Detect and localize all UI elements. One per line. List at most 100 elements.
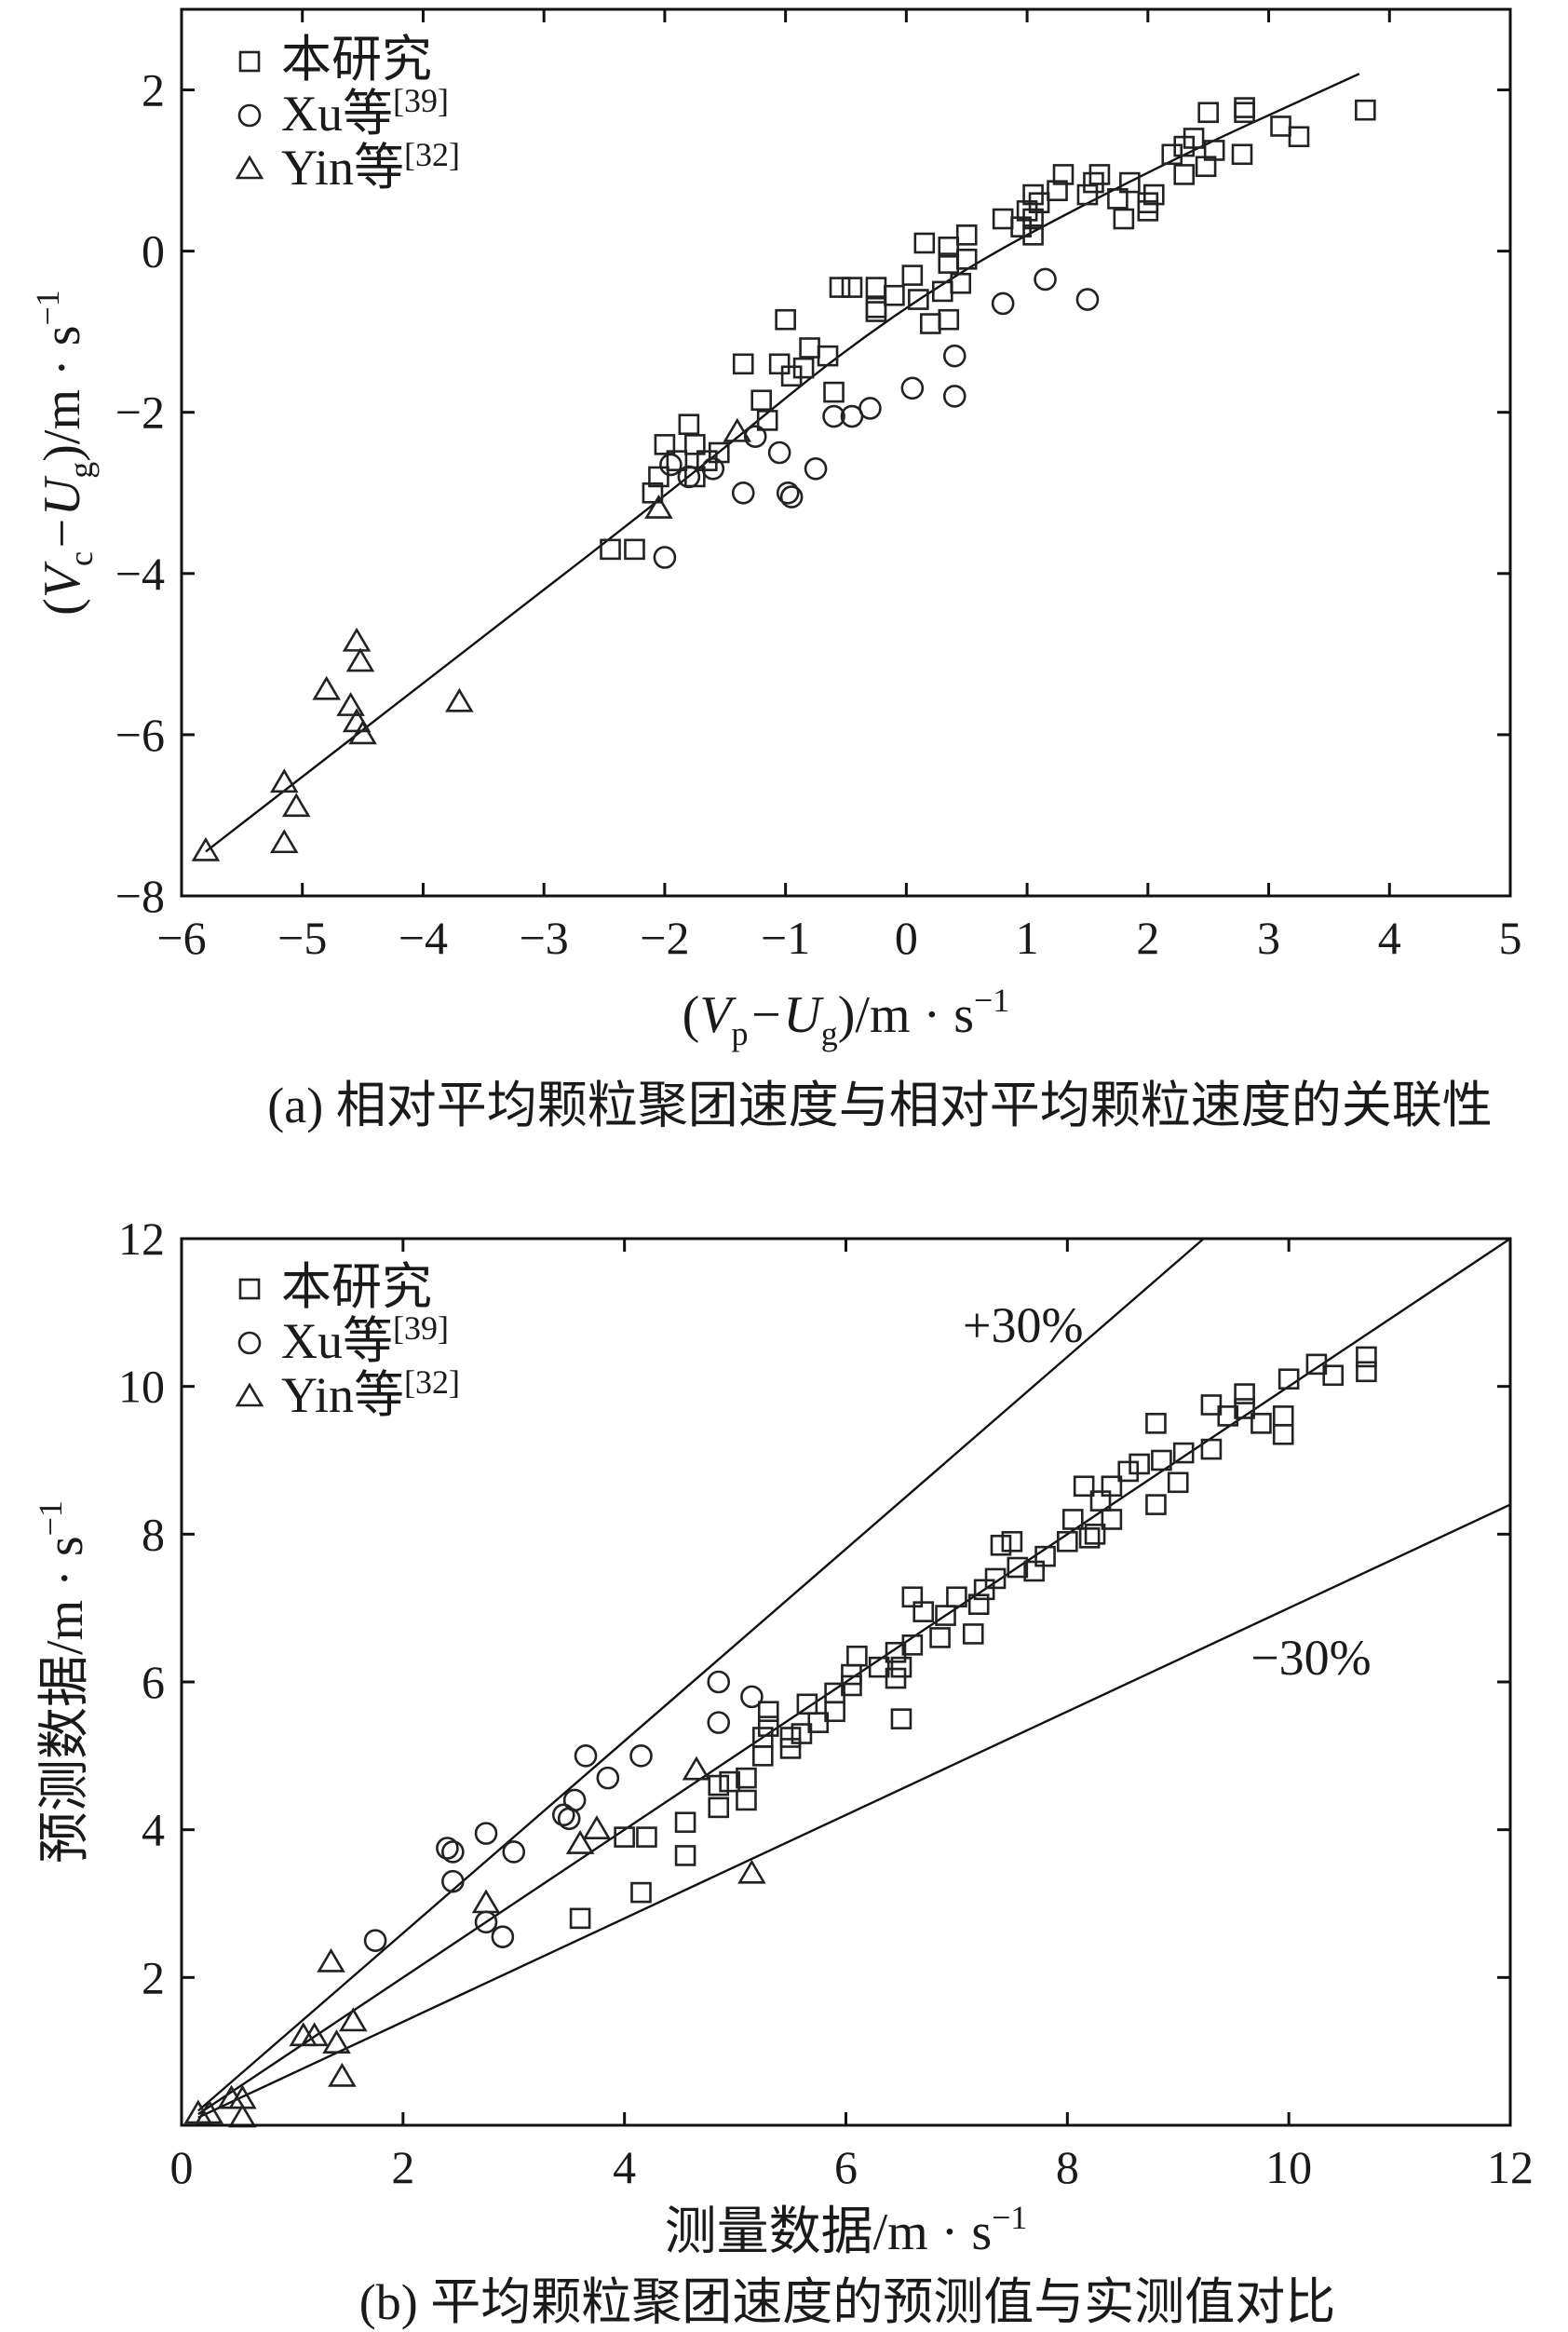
- data-point-square: [1356, 1361, 1377, 1383]
- data-point-square: [1161, 143, 1183, 166]
- data-point-square: [1107, 188, 1129, 210]
- y-label-sub2: g: [62, 462, 100, 479]
- data-point-triangle: [317, 1947, 345, 1973]
- data-point-square: [1113, 208, 1135, 230]
- data-point-square: [1197, 102, 1219, 124]
- data-point-square: [829, 277, 851, 298]
- data-point-square: [1052, 164, 1075, 185]
- legend-marker-square: [238, 50, 261, 73]
- data-point-square: [1167, 1471, 1189, 1494]
- data-point-triangle: [723, 417, 752, 442]
- y-axis-label: 预测数据/m · s−1: [32, 1500, 94, 1864]
- x-tick-label: 8: [1056, 2141, 1079, 2193]
- data-point-triangle: [737, 1859, 766, 1884]
- data-point-square: [678, 414, 700, 436]
- data-point-square: [1172, 1442, 1195, 1464]
- x-tick-label: −6: [156, 912, 206, 964]
- data-point-square: [841, 1674, 862, 1697]
- data-point-square: [865, 277, 887, 298]
- data-point-square: [1231, 143, 1253, 166]
- x-label-sub: p: [732, 1015, 749, 1052]
- y-label-sub: c: [62, 551, 100, 566]
- data-point-circle: [1034, 267, 1057, 292]
- data-point-square: [674, 1845, 696, 1866]
- data-point-square: [1088, 164, 1111, 185]
- data-point-square: [736, 1789, 757, 1811]
- x-tick-label: −2: [640, 912, 689, 964]
- data-point-square: [642, 481, 664, 504]
- x-label-sup: −1: [992, 2199, 1027, 2236]
- data-point-circle: [840, 404, 864, 428]
- x-label-open: (: [683, 986, 700, 1044]
- series-yin-32: [191, 417, 752, 861]
- y-label-close: )/m · s: [34, 326, 91, 462]
- data-point-square: [791, 1723, 813, 1744]
- data-point-square: [1061, 1509, 1084, 1530]
- data-point-square: [913, 232, 936, 254]
- data-point-square: [1057, 1530, 1078, 1552]
- y-tick-label: 2: [142, 1951, 165, 2003]
- data-point-square: [654, 434, 676, 455]
- data-point-circle: [740, 1685, 764, 1709]
- x-label-var: V: [699, 986, 737, 1044]
- data-point-square: [817, 345, 839, 367]
- data-point-circle: [363, 1929, 387, 1952]
- data-point-square: [1277, 1368, 1300, 1390]
- data-point-square: [1145, 1413, 1167, 1434]
- data-point-circle: [677, 465, 701, 489]
- data-point-square: [962, 1623, 984, 1645]
- data-point-triangle: [322, 2029, 351, 2054]
- data-point-square: [901, 1586, 924, 1608]
- y-tick-label: −2: [115, 386, 165, 439]
- data-point-square: [1195, 156, 1217, 178]
- data-point-square: [1151, 1449, 1172, 1471]
- series-series: [600, 97, 1376, 561]
- series-series: [569, 1346, 1377, 1930]
- data-point-square: [1356, 1346, 1377, 1368]
- y-tick-label: 2: [142, 64, 165, 116]
- data-point-square: [901, 1634, 924, 1656]
- x-tick-label: 2: [1136, 912, 1159, 964]
- y-label-text: 预测数据/m · s: [36, 1536, 94, 1864]
- data-point-circle: [441, 1869, 465, 1893]
- data-point-square: [708, 1774, 730, 1796]
- data-point-circle: [701, 457, 725, 481]
- data-point-square: [775, 308, 796, 331]
- data-point-square: [938, 237, 960, 258]
- x-tick-label: −1: [761, 912, 810, 964]
- data-point-circle: [776, 481, 800, 505]
- data-point-square: [908, 289, 929, 310]
- y-tick-label: −4: [115, 548, 165, 600]
- data-point-circle: [804, 457, 828, 481]
- plus-30-label: +30%: [963, 1297, 1083, 1353]
- data-point-square: [938, 308, 960, 331]
- data-point-square: [824, 1682, 845, 1704]
- data-point-triangle: [191, 836, 221, 861]
- data-point-triangle: [345, 647, 375, 672]
- panel-a: −6 −5 −4 −3 −2 −1 0 1 2 3 4 5−8−6−4−202 本研究Xu等[39]Y…: [29, 7, 1522, 1133]
- data-point-square: [750, 389, 772, 412]
- data-marks: [183, 1346, 1377, 2128]
- data-point-triangle: [269, 829, 299, 854]
- data-point-circle: [991, 292, 1015, 316]
- data-point-circle: [436, 1837, 459, 1860]
- data-point-triangle: [644, 495, 673, 519]
- x-label-sup: −1: [974, 982, 1009, 1019]
- x-tick-label: −3: [520, 912, 569, 964]
- y-tick-label: −8: [115, 870, 165, 922]
- x-tick-label: −5: [277, 912, 327, 964]
- data-point-triangle: [342, 627, 372, 652]
- x-tick-label: 4: [1378, 912, 1401, 964]
- data-point-square: [1200, 1394, 1223, 1416]
- data-point-circle: [551, 1803, 575, 1827]
- data-point-square: [912, 1601, 935, 1622]
- data-point-square: [946, 1586, 967, 1608]
- x-tick-label: 1: [1016, 912, 1039, 964]
- data-point-square: [674, 1811, 696, 1834]
- data-point-square: [768, 353, 791, 375]
- data-point-circle: [574, 1744, 598, 1768]
- data-point-square: [799, 337, 820, 359]
- legend-label: Xu等[39]: [281, 82, 449, 142]
- data-point-square: [708, 1796, 730, 1819]
- data-point-square: [1173, 164, 1196, 185]
